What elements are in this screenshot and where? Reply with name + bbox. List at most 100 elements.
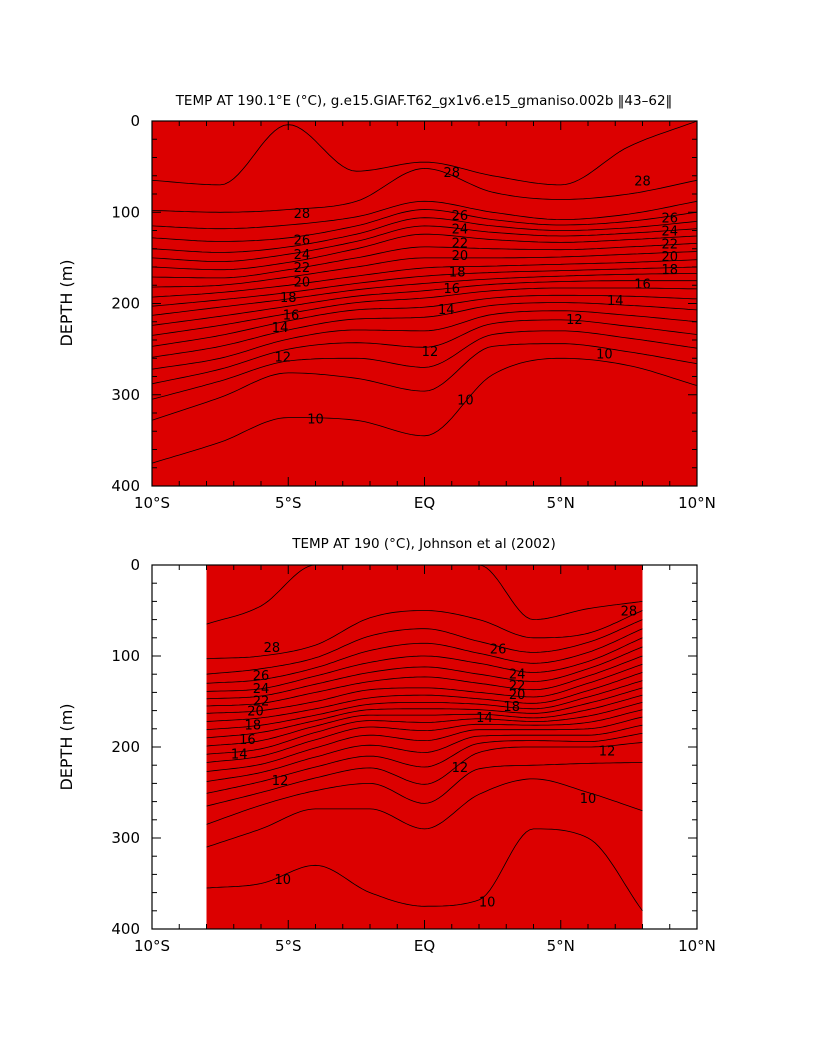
contour-label: 12 <box>422 345 439 360</box>
contour-label: 26 <box>661 212 678 227</box>
isotherm-22 <box>152 242 697 279</box>
isotherm-11 <box>206 762 643 825</box>
contour-label: 24 <box>661 225 678 240</box>
contour-label: 26 <box>294 234 311 249</box>
contour-label: 18 <box>661 263 678 278</box>
x-tick-label: 10°S <box>134 937 170 955</box>
contour-label: 16 <box>239 733 256 748</box>
isotherm-27 <box>206 619 643 675</box>
isotherm-20 <box>152 259 697 298</box>
contour-label: 10 <box>457 393 474 408</box>
isotherm-16 <box>206 709 643 763</box>
isotherm-23 <box>206 655 643 707</box>
isotherm-18 <box>206 694 643 747</box>
contour-label: 12 <box>272 774 289 789</box>
contour-label: 10 <box>596 348 613 363</box>
contour-label: 20 <box>452 249 469 264</box>
contour-label: 22 <box>294 261 311 276</box>
isotherm-15 <box>206 716 643 772</box>
contour-label: 12 <box>566 313 583 328</box>
contour-label: 26 <box>490 643 507 658</box>
isotherm-21 <box>152 251 697 288</box>
isotherm-26 <box>206 628 643 684</box>
panel-observed-ylabel: DEPTH (m) <box>57 703 76 790</box>
contour-label: 24 <box>452 223 469 238</box>
contour-label: 22 <box>452 236 469 251</box>
isotherm-9 <box>152 357 697 464</box>
contour-label: 16 <box>443 282 460 297</box>
isotherm-19 <box>206 687 643 739</box>
isotherm-25 <box>206 637 643 692</box>
contour-label: 18 <box>503 700 520 715</box>
x-tick-label: 5°N <box>547 937 575 955</box>
panel-observed-contour-lines <box>206 565 643 912</box>
isotherm-19 <box>152 266 697 307</box>
contour-label: 24 <box>509 667 526 682</box>
contour-label: 18 <box>245 718 262 733</box>
contour-label: 20 <box>294 276 311 291</box>
contour-label: 14 <box>231 747 248 762</box>
panel-model-axes: 10°S 5°S EQ 5°N 10°N 0 100 200 300 400 <box>111 112 716 512</box>
isotherm-14 <box>206 724 643 782</box>
contour-label: 18 <box>280 291 297 306</box>
isotherm-17 <box>206 702 643 755</box>
y-tick-label: 400 <box>111 477 140 495</box>
y-tick-label: 400 <box>111 920 140 938</box>
x-tick-label: 10°N <box>678 494 716 512</box>
isotherm-15 <box>152 294 697 347</box>
isotherm-28 <box>206 610 643 660</box>
contour-label: 24 <box>253 682 270 697</box>
panel-observed-contour-fill <box>206 565 643 929</box>
isotherm-20 <box>206 680 643 731</box>
contour-label: 12 <box>452 761 469 776</box>
contour-band <box>152 121 697 486</box>
y-tick-label: 100 <box>111 647 140 665</box>
contour-label: 14 <box>272 321 289 336</box>
y-tick-label: 200 <box>111 738 140 756</box>
contour-label: 28 <box>294 207 311 222</box>
panel-model-title: TEMP AT 190.1°E (°C), g.e15.GIAF.T62_gx1… <box>175 93 673 109</box>
contour-label: 22 <box>661 237 678 252</box>
isotherm-29 <box>152 121 697 186</box>
isotherm-12 <box>152 319 697 385</box>
contour-label: 16 <box>283 308 300 323</box>
x-tick-label: 5°S <box>275 494 302 512</box>
contour-label: 14 <box>476 711 493 726</box>
isotherm-24 <box>152 225 697 262</box>
contour-label: 28 <box>634 174 651 189</box>
isotherm-13 <box>206 733 643 794</box>
x-tick-label: EQ <box>414 937 435 955</box>
x-tick-label: 10°S <box>134 494 170 512</box>
isotherm-26 <box>152 209 697 242</box>
panel-observed-axes: 10°S 5°S EQ 5°N 10°N 0 100 200 300 400 <box>111 556 716 955</box>
y-tick-label: 100 <box>111 203 140 221</box>
panel-model-contour-fill <box>152 121 697 486</box>
isotherm-14 <box>152 302 697 358</box>
isotherm-13 <box>152 310 697 370</box>
isotherm-28 <box>152 167 697 213</box>
contour-label: 14 <box>607 294 624 309</box>
x-tick-label: 5°N <box>547 494 575 512</box>
contour-label: 28 <box>264 641 281 656</box>
contour-label: 10 <box>580 792 597 807</box>
contour-label: 28 <box>621 605 638 620</box>
contour-label: 28 <box>443 166 460 181</box>
x-tick-label: 10°N <box>678 937 716 955</box>
isotherm-29 <box>206 565 643 625</box>
y-tick-label: 200 <box>111 295 140 313</box>
isotherm-22 <box>206 663 643 714</box>
y-tick-label: 0 <box>130 112 140 130</box>
isotherm-11 <box>152 330 697 400</box>
contour-label: 20 <box>509 688 526 703</box>
isotherm-18 <box>152 273 697 316</box>
isotherm-25 <box>152 217 697 253</box>
y-tick-label: 300 <box>111 829 140 847</box>
contour-band <box>206 565 643 929</box>
contour-label: 16 <box>634 277 651 292</box>
contour-label: 26 <box>253 669 270 684</box>
isotherm-10 <box>152 343 697 421</box>
